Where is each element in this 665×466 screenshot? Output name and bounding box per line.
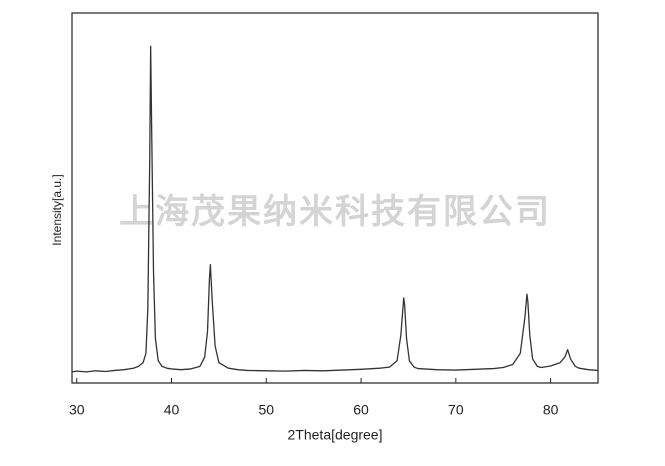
x-tick-label: 60	[353, 402, 369, 418]
x-axis-label: 2Theta[degree]	[288, 427, 383, 443]
plot-frame	[71, 12, 599, 384]
x-tick-label: 40	[164, 402, 180, 418]
watermark: 上海茂果纳米科技有限公司	[119, 193, 551, 231]
x-tick-label: 50	[258, 402, 274, 418]
y-axis-label: Intensity[a.u.]	[50, 174, 64, 245]
x-tick-label: 30	[69, 402, 85, 418]
x-tick-label: 80	[543, 402, 559, 418]
x-tick-label: 70	[448, 402, 464, 418]
data-line	[71, 45, 599, 373]
